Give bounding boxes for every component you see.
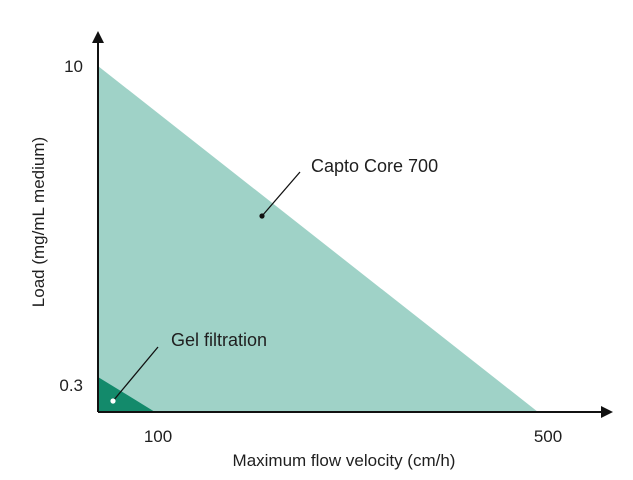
x-axis-arrow-icon <box>601 406 613 418</box>
x-tick-label-500: 500 <box>534 427 562 446</box>
capto-core-700-area <box>98 66 538 412</box>
gel-filtration-annotation-dot <box>110 398 116 404</box>
y-tick-label-10: 10 <box>64 57 83 76</box>
gel-filtration-annotation-label: Gel filtration <box>171 330 267 350</box>
y-tick-label-0-3: 0.3 <box>59 376 83 395</box>
y-axis-arrow-icon <box>92 31 104 43</box>
y-axis-label: Load (mg/mL medium) <box>29 137 48 307</box>
capto-core-annotation-leader <box>261 171 301 217</box>
capto-core-annotation-dot <box>259 213 265 219</box>
gel-filtration-annotation-leader <box>112 346 159 402</box>
x-tick-label-100: 100 <box>144 427 172 446</box>
capto-core-annotation-label: Capto Core 700 <box>311 156 438 176</box>
x-axis-label: Maximum flow velocity (cm/h) <box>233 451 456 470</box>
